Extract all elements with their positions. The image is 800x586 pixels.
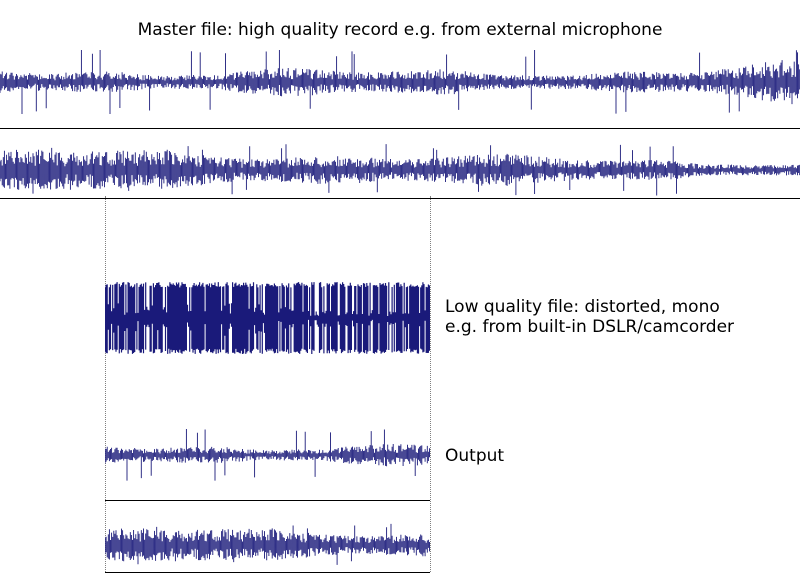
master-file-title: Master file: high quality record e.g. fr…	[0, 20, 800, 40]
master-baseline-left	[0, 128, 800, 129]
segment-guide-left	[105, 196, 106, 572]
output-baseline-left	[105, 500, 430, 501]
master-baseline-right	[0, 198, 800, 199]
output-waveform-right	[105, 523, 430, 567]
low-quality-label: Low quality file: distorted, mono e.g. f…	[445, 297, 734, 337]
output-waveform-left	[105, 429, 430, 481]
output-baseline-right	[105, 572, 430, 573]
master-waveform-right	[0, 144, 800, 196]
master-waveform-left	[0, 50, 800, 114]
low-quality-waveform	[105, 278, 430, 358]
segment-guide-right	[430, 196, 431, 572]
output-label: Output	[445, 446, 504, 466]
